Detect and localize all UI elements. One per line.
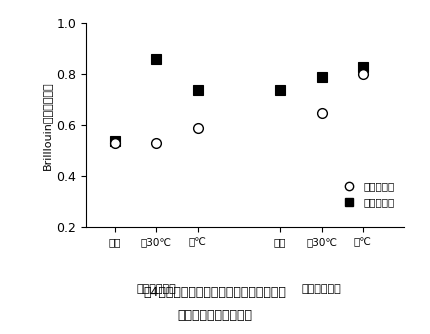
Y-axis label: Brilllouinの多様性指数: Brilllouinの多様性指数	[42, 81, 52, 170]
Text: 凍結処理の影響: 凍結処理の影響	[178, 309, 252, 322]
Text: きゅう肥施用: きゅう肥施用	[302, 284, 341, 294]
Legend: 播種２週後, 播種４週後: 播種２週後, 播種４週後	[335, 177, 399, 212]
Text: 有機物無施用: 有機物無施用	[136, 284, 176, 294]
Text: 図4　根の糸状菌フロラの多様性に及ぼす: 図4 根の糸状菌フロラの多様性に及ぼす	[144, 286, 286, 299]
